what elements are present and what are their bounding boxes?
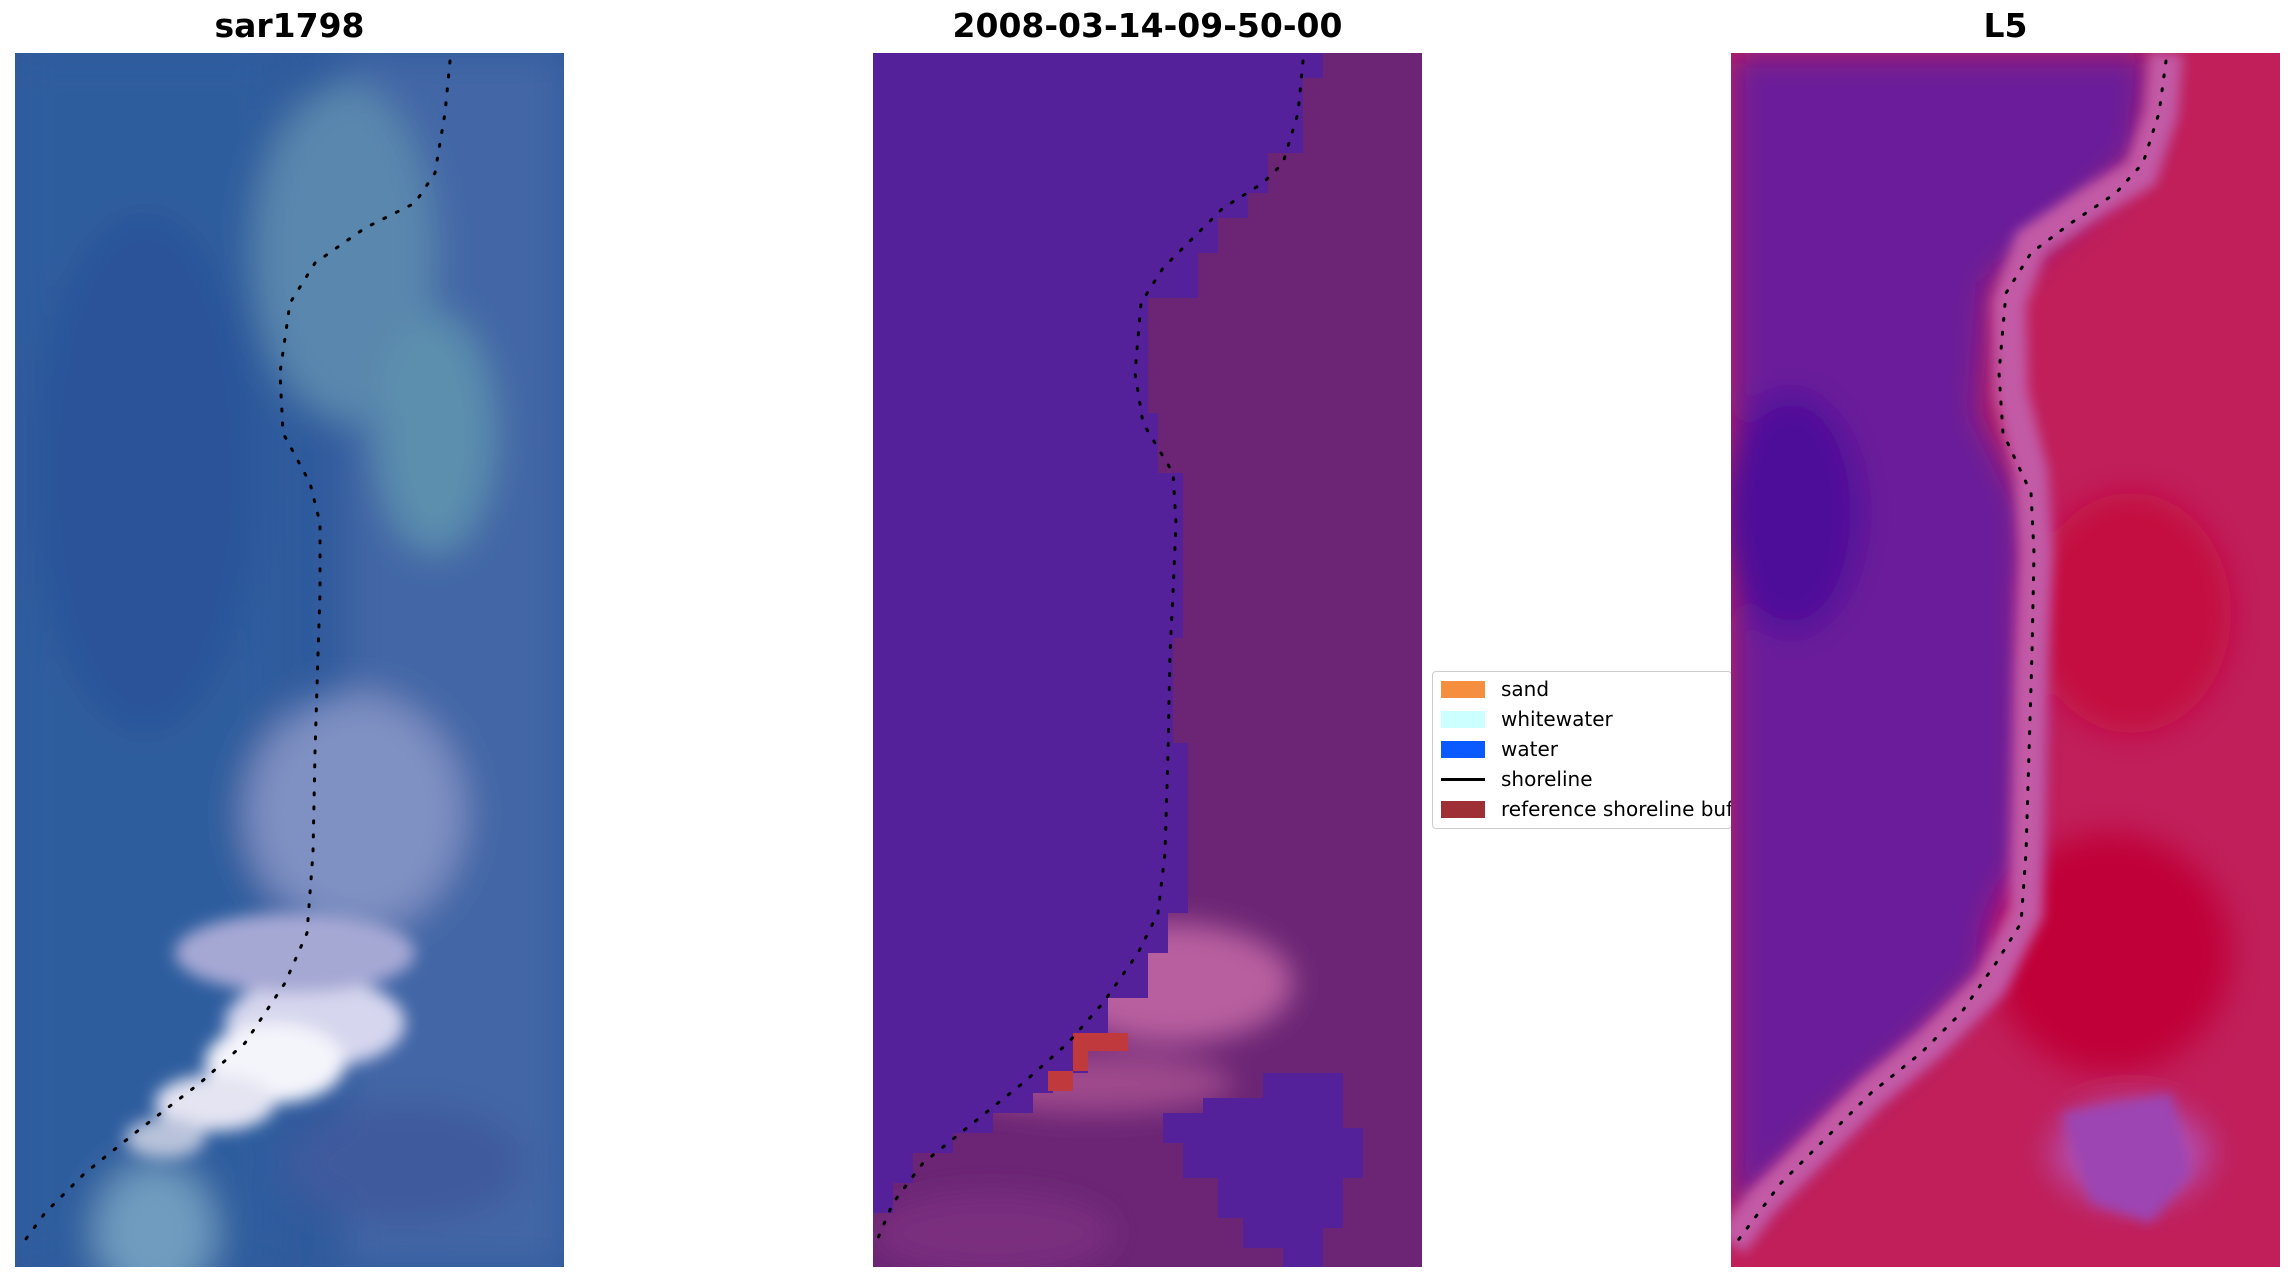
water-swatch xyxy=(1441,740,1485,758)
panel-title-rgb: sar1798 xyxy=(214,6,365,45)
legend-label: reference shoreline buffer xyxy=(1501,797,1761,821)
legend-label: sand xyxy=(1501,677,1550,701)
rgb-image xyxy=(15,53,564,1267)
index-image xyxy=(1731,53,2280,1267)
index-image-panel xyxy=(1731,53,2280,1267)
classified-image xyxy=(873,53,1422,1267)
panel-title-classified: 2008-03-14-09-50-00 xyxy=(952,6,1343,45)
map-legend: sand whitewater water shoreline referenc… xyxy=(1432,671,1760,829)
legend-item-shoreline: shoreline xyxy=(1441,766,1593,792)
sand-swatch xyxy=(1441,680,1485,698)
legend-item-reference-buffer: reference shoreline buffer xyxy=(1441,796,1760,822)
legend-item-whitewater: whitewater xyxy=(1441,706,1613,732)
legend-label: shoreline xyxy=(1501,767,1593,791)
whitewater-swatch xyxy=(1441,710,1485,728)
legend-label: whitewater xyxy=(1501,707,1613,731)
classified-image-panel xyxy=(873,53,1422,1267)
legend-label: water xyxy=(1501,737,1558,761)
rgb-image-panel xyxy=(15,53,564,1267)
panel-title-index: L5 xyxy=(1983,6,2028,45)
shoreline-line-swatch xyxy=(1441,777,1485,781)
legend-item-water: water xyxy=(1441,736,1558,762)
reference-buffer-swatch xyxy=(1441,800,1485,818)
legend-item-sand: sand xyxy=(1441,676,1549,702)
